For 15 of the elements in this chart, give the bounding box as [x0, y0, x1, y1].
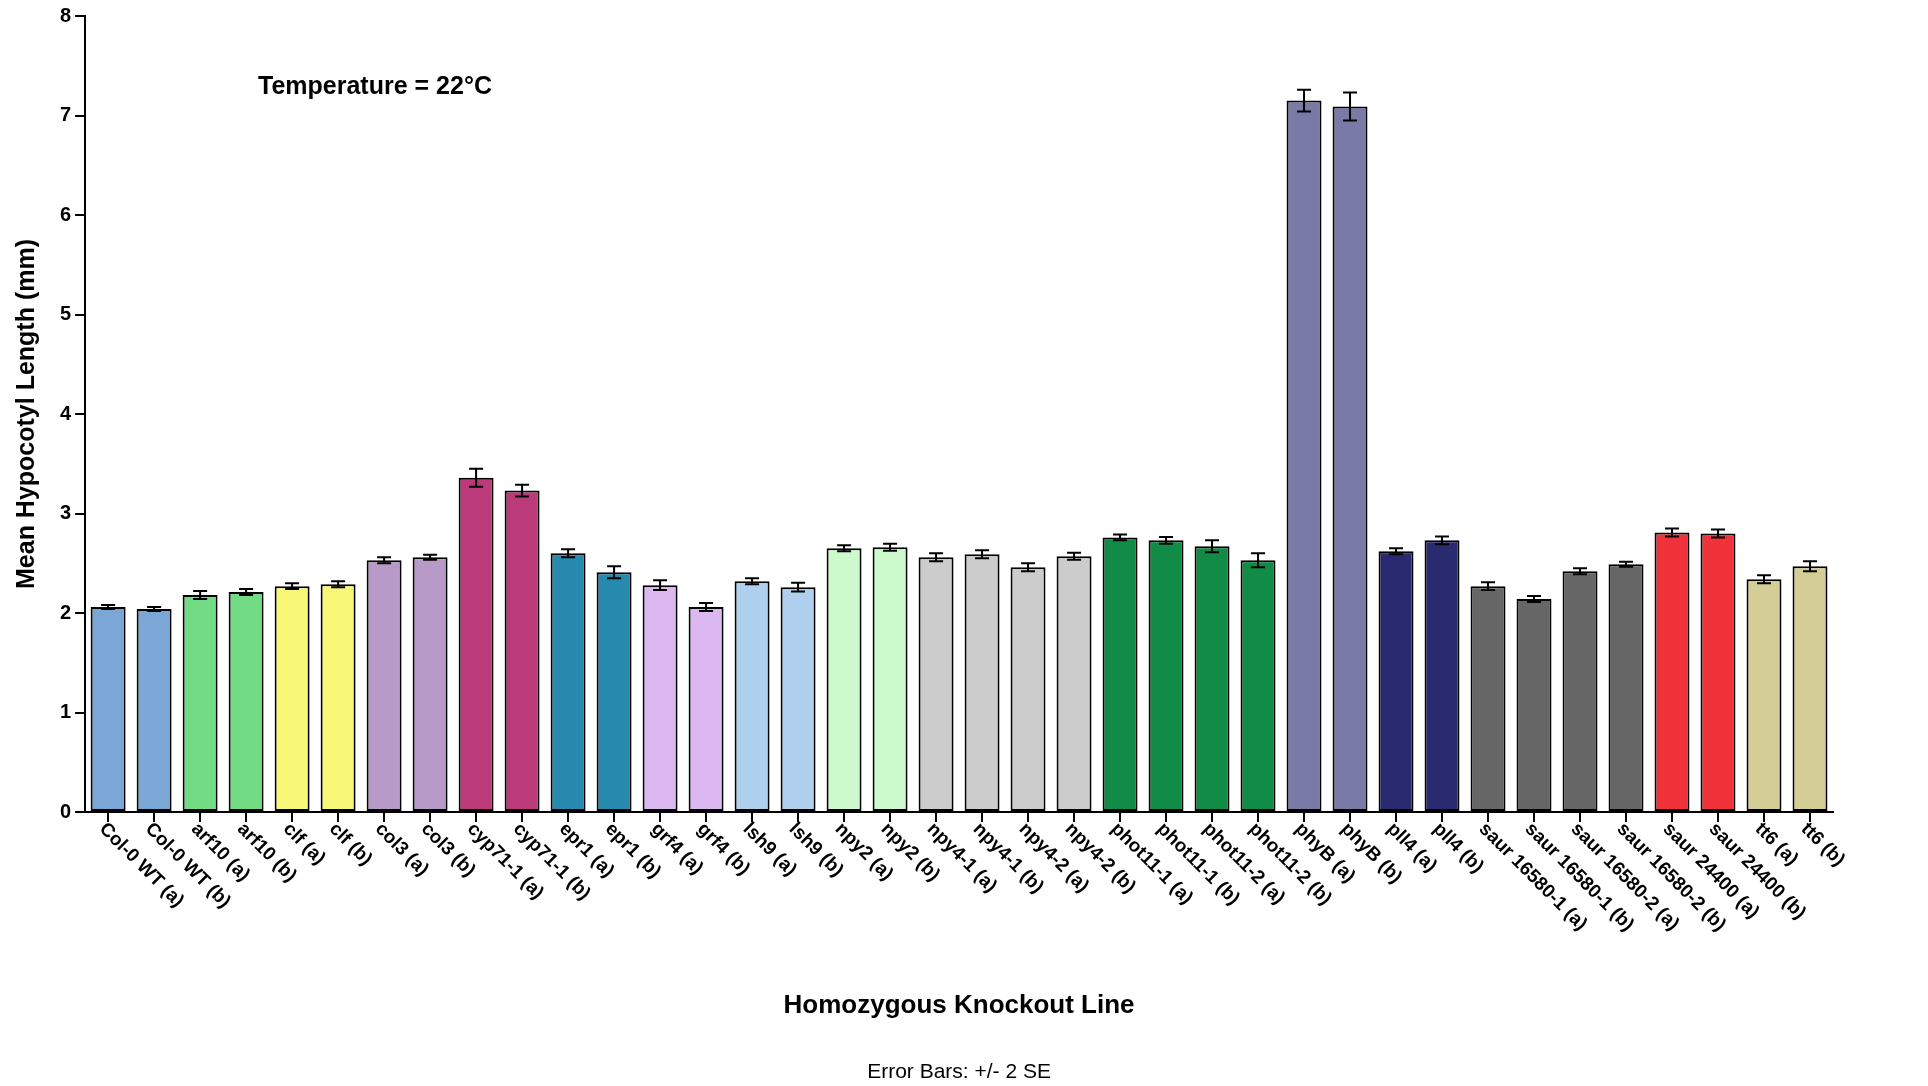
y-tick-label: 6: [60, 202, 72, 225]
y-tick-label: 7: [60, 103, 72, 126]
y-tick-label: 3: [60, 501, 72, 524]
text: Error Bars: +/- 2 SE: [867, 1058, 1051, 1082]
y-tick-label: 8: [60, 3, 72, 26]
y-tick-label: 2: [60, 600, 72, 623]
y-axis-title: Mean Hypocotyl Length (mm): [10, 238, 39, 590]
x-axis-title: Homozygous Knockout Line: [783, 989, 1135, 1020]
x-tick-label: clf (b): [325, 817, 377, 870]
y-tick-label: 5: [60, 302, 72, 325]
y-tick-label: 1: [60, 700, 72, 723]
y-tick-label: 0: [60, 799, 72, 822]
annotation: Temperature = 22°C: [258, 70, 492, 99]
x-tick-label: tt6 (b): [1797, 817, 1850, 870]
y-tick-label: 4: [60, 401, 72, 424]
